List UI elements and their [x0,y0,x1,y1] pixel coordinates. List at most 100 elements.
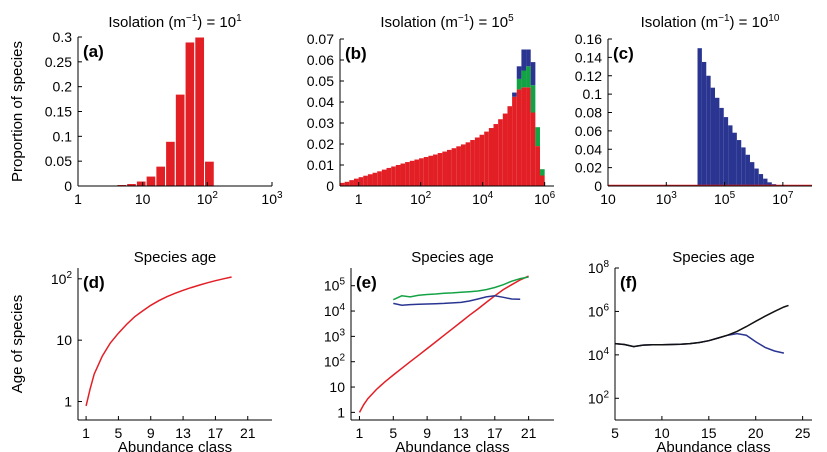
y-tick-label-d-0: 1 [64,394,72,410]
bar-b-2-40 [526,49,531,67]
y-tick-label-c-2: 0.04 [575,141,602,157]
bar-b-0-9 [381,169,387,186]
bar-c-0-9 [736,140,742,186]
line-e-2 [393,295,521,306]
bar-b-1-43 [540,169,545,176]
x-tick-label-a-1: 10 [135,191,151,207]
x-tick-label-d-1: 5 [115,425,123,441]
bar-c-0-12 [749,162,755,186]
line-e-1 [392,276,529,301]
y-tick-label-a-5: 0.25 [45,54,72,70]
bar-b-0-27 [465,142,471,186]
y-tick-label-e-3: 103 [324,327,346,344]
x-tick-label-a-0: 1 [74,191,82,207]
bar-b-0-12 [395,165,401,186]
bar-c-0-4 [715,97,720,186]
panel-a [77,36,273,187]
x-tick-label-c-2: 105 [714,190,736,207]
bar-b-0-24 [451,148,457,186]
bar-b-1-41 [530,85,536,113]
bar-c-0-1 [701,61,707,186]
bar-b-0-16 [414,159,420,186]
title-c: Isolation (m−1) = 1010 [641,13,780,31]
bar-b-2-41 [530,62,536,86]
line-f-0 [614,332,785,354]
bar-a-0-6 [135,180,147,187]
bar-c-0-11 [745,154,750,186]
bar-b-0-33 [493,124,499,186]
panel-label-d: (d) [83,273,105,292]
x-tick-label-d-3: 13 [175,425,191,441]
y-tick-label-a-2: 0.1 [53,128,73,144]
bar-b-0-25 [456,146,461,186]
bar-b-0-7 [372,172,378,186]
bar-b-0-32 [488,128,494,186]
x-axis-label-e: Abundance class [395,439,509,452]
bar-c-0-10 [741,147,746,186]
bar-b-0-41 [530,112,536,186]
x-tick-label-d-2: 9 [147,425,155,441]
bar-b-0-11 [391,166,396,186]
x-tick-label-e-5: 21 [521,425,537,441]
bar-c-0-5 [719,107,724,186]
y-tick-label-c-6: 0.12 [575,68,602,84]
bar-b-0-39 [521,87,527,186]
bar-b-0-43 [540,175,545,186]
bar-b-0-28 [470,140,475,186]
bar-b-0-13 [400,163,406,186]
y-tick-label-f-3: 108 [588,259,610,276]
panel-label-c: (c) [613,44,634,63]
bar-c-0-8 [732,132,737,186]
y-tick-label-e-1: 10 [329,379,345,395]
line-e-0 [358,275,529,413]
bar-c-0-0 [697,48,702,186]
y-tick-label-c-5: 0.1 [583,86,603,102]
x-axis-label-f: Abundance class [656,439,770,452]
y-tick-label-a-1: 0.05 [45,153,72,169]
y-tick-label-c-7: 0.14 [575,49,602,65]
y-tick-label-b-6: 0.06 [307,52,334,68]
y-tick-label-c-1: 0.02 [575,160,602,176]
panel-label-e: (e) [356,273,377,292]
y-tick-label-b-0: 0 [326,178,334,194]
bar-b-0-2 [349,180,354,186]
bar-b-0-5 [363,175,368,186]
line-f-1 [614,304,789,348]
bar-b-0-1 [344,181,350,186]
x-tick-label-b-1: 102 [410,190,432,207]
y-tick-label-e-5: 105 [324,277,346,294]
y-tick-label-f-0: 102 [588,389,610,406]
x-tick-label-b-2: 104 [472,190,494,207]
y-tick-label-f-2: 106 [588,302,610,319]
x-tick-label-c-3: 107 [772,190,794,207]
bar-b-1-40 [526,66,531,88]
bar-b-0-15 [409,160,415,186]
y-tick-label-b-1: 0.01 [307,157,334,173]
x-tick-label-f-4: 25 [795,425,811,441]
bar-a-0-13 [204,160,215,187]
y-tick-label-a-0: 0 [64,178,72,194]
bar-b-1-38 [516,78,522,90]
bar-b-1-42 [535,127,541,147]
bar-c-0-7 [728,125,733,186]
bar-b-0-31 [484,131,489,186]
x-tick-label-f-2: 15 [701,425,717,441]
bar-b-0-38 [516,89,522,186]
title-a: Isolation (m−1) = 101 [108,13,242,31]
y-axis-label-d: Age of species [9,295,26,393]
y-tick-label-b-2: 0.02 [307,136,334,152]
bar-a-0-9 [165,140,176,187]
y-tick-label-b-5: 0.05 [307,73,334,89]
x-tick-label-c-0: 10 [600,191,616,207]
bar-c-0-14 [758,174,764,186]
bar-b-0-19 [428,155,434,186]
bar-a-0-10 [174,93,186,187]
bar-a-0-11 [184,41,196,187]
y-tick-label-a-3: 0.15 [45,104,72,120]
bar-b-1-39 [521,70,527,88]
bar-b-2-38 [516,66,522,79]
x-tick-label-b-3: 106 [534,190,556,207]
panel-label-f: (f) [620,273,637,292]
panel-d [77,268,272,421]
